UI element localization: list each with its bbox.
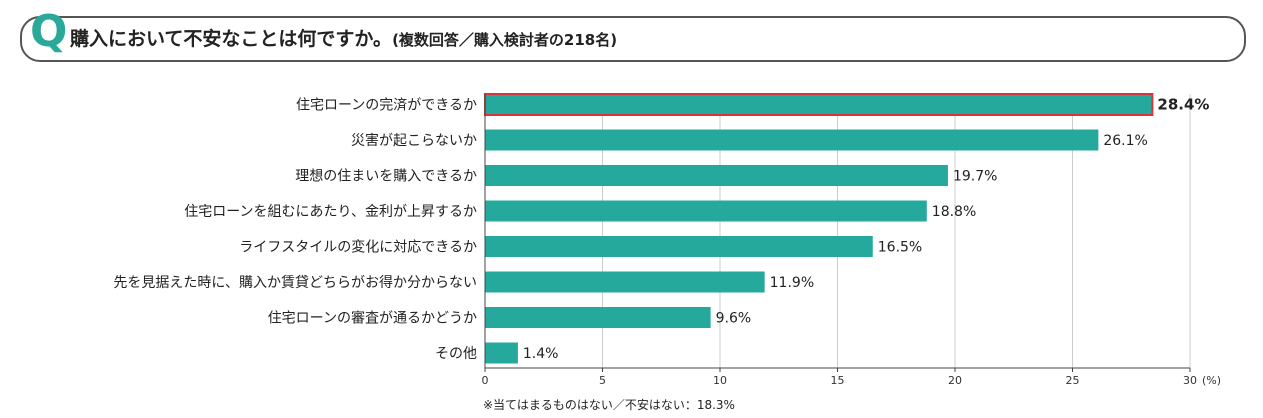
bar bbox=[485, 342, 518, 364]
value-label: 26.1% bbox=[1103, 133, 1147, 149]
category-label: 理想の住まいを購入できるか bbox=[295, 169, 477, 185]
value-label: 19.7% bbox=[953, 169, 997, 185]
bar bbox=[485, 271, 765, 293]
x-tick-label: 5 bbox=[599, 374, 606, 387]
value-label: 9.6% bbox=[716, 311, 752, 327]
value-label: 16.5% bbox=[878, 240, 922, 256]
question-title-text: 購入において不安なことは何ですか。 bbox=[70, 28, 393, 50]
x-tick-label: 30 bbox=[1183, 374, 1197, 387]
x-unit-label: (%) bbox=[1202, 374, 1221, 387]
x-tick-label: 25 bbox=[1066, 374, 1080, 387]
category-label: その他 bbox=[435, 346, 477, 362]
x-tick-label: 10 bbox=[713, 374, 727, 387]
category-label: 先を見据えた時に、購入か賃貸どちらがお得か分からない bbox=[113, 274, 477, 291]
x-tick-label: 0 bbox=[482, 374, 489, 387]
category-label: 住宅ローンの審査が通るかどうか bbox=[268, 311, 477, 327]
category-label: ライフスタイルの変化に対応できるか bbox=[239, 239, 477, 256]
bar bbox=[485, 129, 1099, 151]
question-mark-icon: Q bbox=[30, 6, 68, 57]
bar bbox=[485, 307, 711, 328]
footnote: ※当てはまるものはない／不安はない：18.3% bbox=[483, 398, 735, 412]
x-tick-label: 15 bbox=[831, 374, 845, 387]
value-label: 1.4% bbox=[523, 346, 559, 362]
category-label: 災害が起こらないか bbox=[351, 133, 477, 149]
value-label: 28.4% bbox=[1157, 96, 1209, 114]
question-subtitle: (複数回答／購入検討者の218名) bbox=[392, 31, 618, 49]
category-label: 住宅ローンを組むにあたり、金利が上昇するか bbox=[184, 204, 477, 220]
bar bbox=[485, 236, 873, 257]
value-label: 11.9% bbox=[770, 275, 814, 291]
question-box bbox=[20, 16, 1246, 62]
x-tick-label: 20 bbox=[948, 374, 962, 387]
bar bbox=[484, 93, 1154, 116]
category-label: 住宅ローンの完済ができるか bbox=[296, 98, 477, 114]
question-title: 購入において不安なことは何ですか。(複数回答／購入検討者の218名) bbox=[70, 26, 617, 53]
bar bbox=[485, 200, 927, 222]
bar bbox=[485, 165, 948, 186]
value-label: 18.8% bbox=[932, 204, 976, 220]
